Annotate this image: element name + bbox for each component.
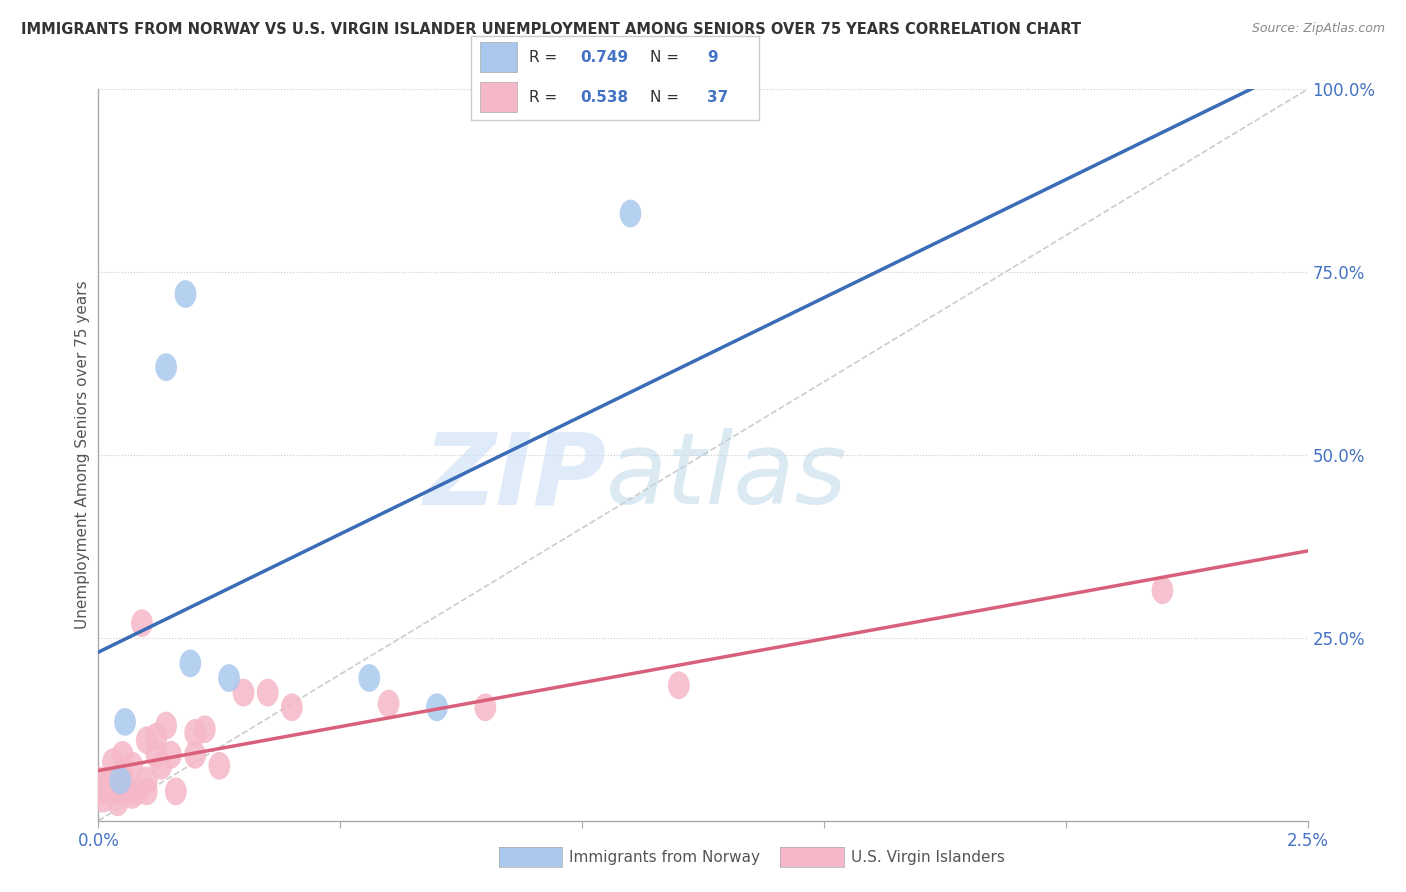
Ellipse shape bbox=[1152, 576, 1174, 604]
Ellipse shape bbox=[180, 649, 201, 677]
Ellipse shape bbox=[136, 778, 157, 805]
Bar bbox=[479, 43, 517, 72]
Text: 37: 37 bbox=[707, 90, 728, 105]
Ellipse shape bbox=[359, 665, 380, 692]
Text: Source: ZipAtlas.com: Source: ZipAtlas.com bbox=[1251, 22, 1385, 36]
Text: 0.538: 0.538 bbox=[581, 90, 628, 105]
Ellipse shape bbox=[146, 723, 167, 750]
Ellipse shape bbox=[110, 766, 131, 794]
Ellipse shape bbox=[121, 752, 143, 780]
Ellipse shape bbox=[117, 778, 138, 805]
Ellipse shape bbox=[87, 778, 110, 805]
Ellipse shape bbox=[218, 665, 240, 692]
Ellipse shape bbox=[668, 672, 690, 699]
Text: N =: N = bbox=[650, 50, 683, 65]
Text: ZIP: ZIP bbox=[423, 428, 606, 525]
Ellipse shape bbox=[184, 741, 207, 769]
Ellipse shape bbox=[114, 708, 136, 736]
Ellipse shape bbox=[160, 741, 181, 769]
Ellipse shape bbox=[150, 752, 172, 780]
Text: R =: R = bbox=[529, 90, 562, 105]
Text: 9: 9 bbox=[707, 50, 718, 65]
Text: IMMIGRANTS FROM NORWAY VS U.S. VIRGIN ISLANDER UNEMPLOYMENT AMONG SENIORS OVER 7: IMMIGRANTS FROM NORWAY VS U.S. VIRGIN IS… bbox=[21, 22, 1081, 37]
Ellipse shape bbox=[146, 741, 167, 769]
Ellipse shape bbox=[97, 778, 120, 805]
Ellipse shape bbox=[257, 679, 278, 706]
Ellipse shape bbox=[107, 789, 129, 816]
Text: Immigrants from Norway: Immigrants from Norway bbox=[569, 850, 761, 864]
Ellipse shape bbox=[111, 759, 134, 787]
Ellipse shape bbox=[103, 748, 124, 776]
Text: 0.749: 0.749 bbox=[581, 50, 628, 65]
Ellipse shape bbox=[131, 609, 153, 637]
Ellipse shape bbox=[208, 752, 231, 780]
Ellipse shape bbox=[93, 770, 114, 798]
Ellipse shape bbox=[127, 778, 148, 805]
Ellipse shape bbox=[378, 690, 399, 717]
Ellipse shape bbox=[155, 353, 177, 381]
Bar bbox=[479, 82, 517, 112]
Ellipse shape bbox=[136, 766, 157, 794]
Ellipse shape bbox=[155, 712, 177, 739]
Ellipse shape bbox=[121, 781, 143, 809]
Ellipse shape bbox=[87, 766, 110, 794]
Ellipse shape bbox=[184, 719, 207, 747]
Ellipse shape bbox=[136, 726, 157, 754]
Ellipse shape bbox=[232, 679, 254, 706]
Ellipse shape bbox=[281, 693, 302, 721]
Text: atlas: atlas bbox=[606, 428, 848, 525]
Text: U.S. Virgin Islanders: U.S. Virgin Islanders bbox=[851, 850, 1004, 864]
Ellipse shape bbox=[194, 715, 215, 743]
Ellipse shape bbox=[165, 778, 187, 805]
Ellipse shape bbox=[97, 766, 120, 794]
Ellipse shape bbox=[103, 770, 124, 798]
Text: N =: N = bbox=[650, 90, 683, 105]
Ellipse shape bbox=[426, 693, 449, 721]
Ellipse shape bbox=[93, 785, 114, 813]
Ellipse shape bbox=[107, 778, 129, 805]
Ellipse shape bbox=[111, 741, 134, 769]
Text: R =: R = bbox=[529, 50, 562, 65]
Ellipse shape bbox=[174, 280, 197, 308]
Ellipse shape bbox=[474, 693, 496, 721]
Y-axis label: Unemployment Among Seniors over 75 years: Unemployment Among Seniors over 75 years bbox=[75, 281, 90, 629]
Ellipse shape bbox=[620, 200, 641, 227]
